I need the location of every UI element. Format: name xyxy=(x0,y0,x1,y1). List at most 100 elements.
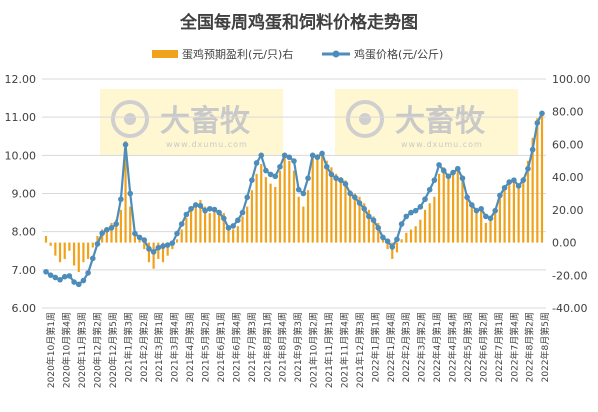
watermark-logo-dot xyxy=(124,113,136,125)
profit-bar xyxy=(358,196,361,243)
profit-bar xyxy=(189,209,193,243)
profit-bar xyxy=(349,190,352,243)
price-point xyxy=(221,215,227,222)
x-tick-label: 2021年6月第4周 xyxy=(230,312,242,382)
x-tick-label: 2021年3月第1周 xyxy=(153,312,165,382)
watermark-url: www.dxumu.com xyxy=(401,140,483,149)
profit-bar xyxy=(526,160,530,243)
profit-bar xyxy=(475,213,478,243)
profit-bar xyxy=(288,160,291,243)
profit-bar xyxy=(377,222,380,243)
profit-bar xyxy=(414,226,417,243)
profit-bar xyxy=(72,242,76,266)
price-point xyxy=(169,240,176,246)
price-point xyxy=(113,221,119,227)
x-tick-label: 2020年11月第3周 xyxy=(76,312,88,388)
price-point xyxy=(239,209,246,216)
profit-bar xyxy=(367,209,370,243)
profit-bar xyxy=(115,219,118,243)
price-point xyxy=(57,276,63,283)
price-point xyxy=(127,190,134,197)
left-tick-label: 8.00 xyxy=(12,226,37,239)
price-point xyxy=(352,194,358,201)
x-tick-label: 2021年12月第3周 xyxy=(354,312,366,388)
profit-bar xyxy=(157,242,160,259)
profit-bar xyxy=(152,242,155,269)
price-point xyxy=(253,160,260,166)
price-point xyxy=(361,205,367,212)
x-tick-label: 2022年6月第2周 xyxy=(477,312,489,382)
x-tick-label: 2022年3月第2周 xyxy=(416,312,428,382)
legend-line-label: 鸡蛋价格(元/公斤) xyxy=(354,47,443,61)
price-point xyxy=(211,206,218,213)
price-point xyxy=(417,204,424,210)
x-tick-label: 2022年8月第5周 xyxy=(539,312,551,382)
profit-bar xyxy=(227,226,230,243)
profit-bar xyxy=(433,196,436,243)
x-tick-label: 2022年2月第3周 xyxy=(400,312,412,382)
profit-bar xyxy=(283,157,286,243)
price-point xyxy=(314,154,321,161)
price-point xyxy=(71,279,77,285)
profit-bar xyxy=(222,213,225,243)
right-tick-label: 40.00 xyxy=(552,171,584,184)
price-point xyxy=(263,167,269,174)
price-point xyxy=(440,167,447,174)
right-axis: -40.00 -20.00 0.00 20.00 40.00 60.00 80.00 100.… xyxy=(552,73,591,315)
profit-bar xyxy=(428,203,431,243)
profit-bar xyxy=(213,209,216,243)
x-tick-label: 2022年1月第1周 xyxy=(369,312,381,382)
profit-bar xyxy=(82,242,85,263)
price-point xyxy=(366,213,372,220)
x-tick-label: 2021年6月第1周 xyxy=(215,312,227,382)
right-tick-label: -40.00 xyxy=(552,302,587,315)
price-point xyxy=(398,221,405,227)
x-tick-label: 2022年7月第1周 xyxy=(493,312,505,382)
profit-bar xyxy=(218,209,221,243)
price-point xyxy=(492,207,499,214)
x-tick-label: 2022年8月第2周 xyxy=(524,312,536,382)
price-point xyxy=(160,243,166,249)
profit-bar xyxy=(306,190,310,243)
price-point xyxy=(206,205,213,212)
profit-bar xyxy=(180,229,183,243)
profit-bar xyxy=(372,216,375,243)
price-point xyxy=(188,205,194,212)
price-point xyxy=(202,207,208,214)
chart-title: 全国每周鸡蛋和饲料价格走势图 xyxy=(179,12,418,33)
x-tick-label: 2021年7月第3周 xyxy=(246,312,258,382)
price-point xyxy=(258,152,265,159)
price-point xyxy=(277,163,283,170)
left-tick-label: 10.00 xyxy=(5,149,37,162)
price-point xyxy=(380,234,386,241)
x-tick-label: 2022年4月第4周 xyxy=(447,312,459,382)
profit-bar xyxy=(442,167,445,243)
price-point xyxy=(529,146,536,153)
price-point xyxy=(89,255,96,262)
profit-bar xyxy=(68,242,71,251)
profit-bar xyxy=(260,164,263,243)
price-point xyxy=(305,175,311,182)
x-tick-label: 2021年3月第4周 xyxy=(169,312,181,382)
price-point xyxy=(375,225,382,231)
price-point xyxy=(450,169,456,176)
profit-bar xyxy=(540,111,544,243)
x-tick-label: 2021年11月第1周 xyxy=(323,312,335,388)
profit-bar xyxy=(241,216,244,243)
profit-bar xyxy=(423,209,427,243)
profit-bar xyxy=(447,177,450,243)
profit-bar xyxy=(91,242,94,248)
price-point xyxy=(291,158,297,164)
price-point xyxy=(464,194,470,201)
price-point xyxy=(403,213,410,220)
watermark-url: www.dxumu.com xyxy=(166,140,248,149)
profit-bar xyxy=(512,180,516,243)
x-tick-label: 2020年12月第5周 xyxy=(107,312,119,388)
price-point xyxy=(478,205,484,212)
left-tick-label: 12.00 xyxy=(5,73,37,86)
profit-bar xyxy=(531,137,534,243)
